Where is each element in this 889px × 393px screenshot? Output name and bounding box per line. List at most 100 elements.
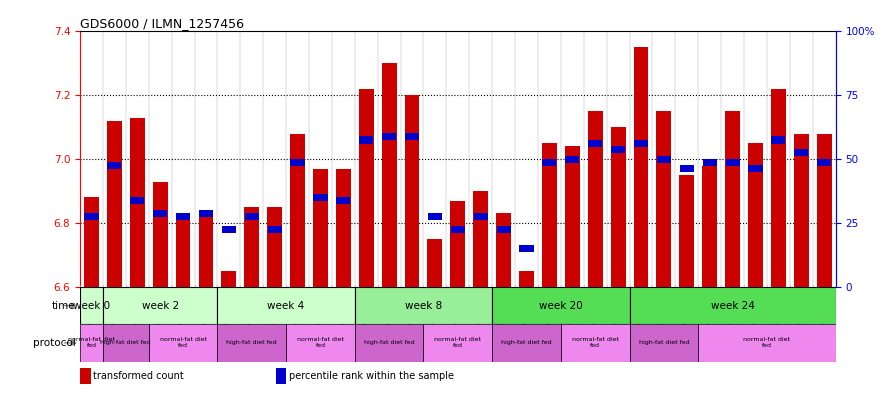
Text: GSM1577840: GSM1577840: [501, 287, 507, 334]
Text: protocol: protocol: [33, 338, 76, 348]
Text: GSM1577851: GSM1577851: [615, 287, 621, 334]
Text: GSM1577834: GSM1577834: [364, 287, 369, 334]
Text: GSM1577855: GSM1577855: [707, 287, 713, 334]
Text: high-fat diet fed: high-fat diet fed: [227, 340, 277, 345]
Bar: [794, 149, 808, 156]
Bar: [588, 111, 603, 287]
Bar: [84, 213, 99, 220]
Bar: [80, 287, 103, 324]
Text: GSM1577827: GSM1577827: [134, 287, 140, 334]
Text: high-fat diet fed: high-fat diet fed: [100, 340, 151, 345]
Bar: [679, 175, 694, 287]
Bar: [634, 48, 648, 287]
Bar: [680, 165, 694, 172]
Bar: [176, 213, 190, 220]
Bar: [221, 226, 236, 233]
Text: GSM1577826: GSM1577826: [111, 287, 117, 334]
Bar: [542, 159, 557, 166]
Bar: [565, 147, 580, 287]
Bar: [589, 140, 602, 147]
Bar: [244, 213, 259, 220]
Text: GDS6000 / ILMN_1257456: GDS6000 / ILMN_1257456: [80, 17, 244, 30]
Text: GSM1577850: GSM1577850: [592, 287, 598, 334]
Bar: [474, 213, 488, 220]
Bar: [496, 213, 511, 287]
Bar: [611, 146, 625, 153]
Text: week 20: week 20: [539, 301, 583, 310]
Bar: [382, 133, 396, 140]
Bar: [80, 368, 91, 384]
Bar: [199, 210, 213, 217]
Bar: [355, 324, 423, 362]
Bar: [291, 159, 305, 166]
Bar: [451, 201, 465, 287]
Text: percentile rank within the sample: percentile rank within the sample: [289, 371, 454, 381]
Bar: [103, 287, 218, 324]
Bar: [428, 213, 442, 220]
Text: GSM1577830: GSM1577830: [272, 287, 277, 334]
Bar: [405, 133, 419, 140]
Bar: [148, 324, 218, 362]
Bar: [355, 287, 493, 324]
Text: normal-fat diet
fed: normal-fat diet fed: [572, 338, 619, 348]
Bar: [130, 118, 145, 287]
Bar: [268, 226, 282, 233]
Bar: [656, 111, 671, 287]
Text: GSM1577844: GSM1577844: [455, 287, 461, 334]
Bar: [451, 226, 465, 233]
Bar: [268, 207, 282, 287]
Bar: [359, 136, 373, 143]
Text: GSM1577825: GSM1577825: [89, 287, 94, 334]
Text: GSM1577857: GSM1577857: [752, 287, 758, 334]
Bar: [629, 324, 698, 362]
Text: GSM1577836: GSM1577836: [409, 287, 415, 334]
Bar: [634, 140, 648, 147]
Bar: [473, 191, 488, 287]
Text: high-fat diet fed: high-fat diet fed: [501, 340, 552, 345]
Bar: [313, 169, 328, 287]
Text: normal-fat diet
fed: normal-fat diet fed: [68, 338, 115, 348]
Bar: [749, 165, 763, 172]
Bar: [381, 63, 396, 287]
Text: GSM1577832: GSM1577832: [180, 287, 186, 334]
Bar: [103, 324, 148, 362]
Bar: [221, 271, 236, 287]
Text: week 4: week 4: [268, 301, 305, 310]
Text: GSM1577847: GSM1577847: [661, 287, 667, 334]
Text: GSM1577845: GSM1577845: [477, 287, 484, 334]
Bar: [817, 134, 831, 287]
Text: GSM1577831: GSM1577831: [157, 287, 164, 334]
Text: normal-fat diet
fed: normal-fat diet fed: [743, 338, 790, 348]
Bar: [519, 271, 534, 287]
Bar: [153, 210, 167, 217]
Text: GSM1577852: GSM1577852: [775, 287, 781, 334]
Bar: [629, 287, 836, 324]
Bar: [276, 368, 286, 384]
Text: week 8: week 8: [404, 301, 442, 310]
Text: normal-fat diet
fed: normal-fat diet fed: [159, 338, 206, 348]
Bar: [244, 207, 260, 287]
Text: GSM1577839: GSM1577839: [340, 287, 347, 334]
Bar: [290, 134, 305, 287]
Text: GSM1577848: GSM1577848: [684, 287, 690, 334]
Bar: [130, 197, 144, 204]
Bar: [611, 127, 626, 287]
Bar: [286, 324, 355, 362]
Text: week 2: week 2: [141, 301, 179, 310]
Bar: [565, 156, 580, 163]
Bar: [84, 198, 99, 287]
Text: high-fat diet fed: high-fat diet fed: [638, 340, 689, 345]
Bar: [698, 324, 836, 362]
Bar: [218, 324, 286, 362]
Bar: [702, 165, 717, 287]
Bar: [423, 324, 493, 362]
Bar: [359, 89, 373, 287]
Text: normal-fat diet
fed: normal-fat diet fed: [435, 338, 481, 348]
Text: GSM1577829: GSM1577829: [249, 287, 255, 334]
Text: GSM1577854: GSM1577854: [821, 287, 827, 334]
Bar: [657, 156, 671, 163]
Text: GSM1577856: GSM1577856: [730, 287, 735, 334]
Text: high-fat diet fed: high-fat diet fed: [364, 340, 414, 345]
Text: week 24: week 24: [710, 301, 755, 310]
Text: GSM1577835: GSM1577835: [386, 287, 392, 334]
